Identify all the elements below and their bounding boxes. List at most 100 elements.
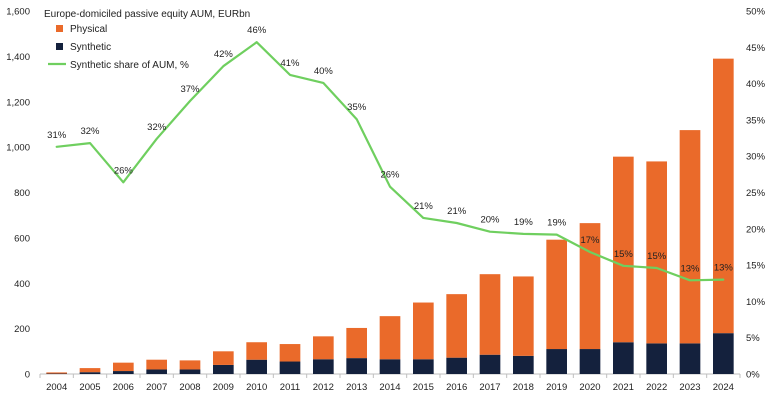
bar-synthetic [513,356,534,374]
x-axis-tick-label: 2024 [713,382,734,393]
bar-physical [180,360,201,369]
left-axis-tick-label: 600 [14,233,30,244]
legend: Physical Synthetic Synthetic share of AU… [48,24,189,71]
bar-synthetic [480,355,501,374]
x-axis-tick-label: 2005 [79,382,100,393]
x-axis-tick-label: 2011 [280,382,300,393]
bar-physical [413,303,434,360]
bar-synthetic [146,369,167,374]
synthetic-share-label: 46% [247,25,267,36]
right-axis-tick-label: 25% [746,188,766,199]
right-axis-tick-label: 35% [746,115,766,126]
x-axis-tick-label: 2012 [313,382,334,393]
bar-synthetic [646,343,667,374]
bar-physical [213,351,234,365]
right-axis-tick-label: 20% [746,224,766,235]
bar-synthetic [380,359,401,374]
legend-synthetic-label: Synthetic [70,42,111,53]
bar-synthetic [213,365,234,374]
synthetic-share-label: 26% [380,170,400,181]
left-axis-tick-label: 400 [14,279,30,290]
synthetic-share-label: 35% [347,102,367,113]
x-axis-tick-label: 2023 [679,382,700,393]
x-axis-tick-label: 2015 [413,382,434,393]
x-axis-tick-label: 2008 [179,382,200,393]
bar-physical [346,328,367,358]
bar-physical [680,130,701,343]
bar-physical [113,363,134,371]
synthetic-share-label: 20% [480,215,500,226]
legend-synthetic-swatch [56,43,63,50]
legend-line-label: Synthetic share of AUM, % [70,60,189,71]
left-axis-tick-label: 800 [14,188,30,199]
x-axis-tick-label: 2006 [113,382,134,393]
synthetic-share-label: 15% [614,249,634,260]
synthetic-share-label: 31% [47,130,67,141]
legend-physical-label: Physical [70,24,107,35]
x-axis-tick-label: 2016 [446,382,467,393]
bar-synthetic [346,358,367,374]
synthetic-share-label: 21% [447,206,467,217]
left-axis-tick-label: 1,400 [6,52,30,63]
bar-synthetic [613,342,634,374]
left-axis-tick-label: 1,200 [6,97,30,108]
synthetic-share-label: 13% [714,263,734,274]
synthetic-share-label: 21% [414,201,434,212]
bar-synthetic [680,343,701,374]
bar-synthetic [546,349,567,374]
bar-physical [80,368,101,372]
synthetic-share-label: 41% [280,58,300,69]
bars-layer [46,59,733,374]
synthetic-share-label: 13% [680,263,700,274]
bar-physical [446,294,467,358]
bar-physical [480,274,501,355]
bar-synthetic [446,358,467,374]
left-axis-tick-label: 1,600 [6,7,30,18]
synthetic-share-label: 15% [647,251,667,262]
x-axis-tick-label: 2020 [579,382,600,393]
bar-physical [546,240,567,349]
right-axis-tick-label: 30% [746,152,766,163]
chart-title: Europe-domiciled passive equity AUM, EUR… [44,9,250,20]
x-axis-tick-label: 2018 [513,382,534,393]
right-axis-tick-label: 0% [746,370,760,381]
synthetic-share-label: 32% [80,126,100,137]
synthetic-share-label: 37% [180,84,200,95]
synthetic-share-label: 42% [214,49,234,60]
bar-physical [46,372,67,373]
bar-synthetic [113,371,134,374]
x-axis-tick-label: 2021 [613,382,634,393]
bar-physical [246,342,267,359]
left-axis-tick-label: 1,000 [6,143,30,154]
x-axis-tick-label: 2009 [213,382,234,393]
right-axis-tick-label: 15% [746,261,766,272]
x-axis-tick-label: 2017 [479,382,500,393]
right-axis-tick-label: 40% [746,79,766,90]
x-axis-tick-label: 2004 [46,382,67,393]
bar-physical [313,336,334,359]
synthetic-share-label: 26% [114,165,134,176]
bar-physical [380,316,401,359]
bar-synthetic [580,349,601,374]
synthetic-share-label: 17% [580,235,600,246]
left-axis-tick-label: 0 [25,370,30,381]
x-axis-tick-label: 2022 [646,382,667,393]
x-axis-tick-label: 2019 [546,382,567,393]
bar-synthetic [313,359,334,374]
synthetic-share-label: 40% [314,66,334,77]
right-axis-tick-label: 50% [746,7,766,18]
bar-synthetic [180,369,201,374]
bar-synthetic [246,360,267,374]
x-axis-tick-label: 2007 [146,382,167,393]
synthetic-share-label: 19% [547,218,567,229]
bar-synthetic [80,372,101,374]
bar-synthetic [413,359,434,374]
left-axis-tick-label: 200 [14,324,30,335]
bar-synthetic [713,333,734,374]
x-axis-tick-label: 2010 [246,382,267,393]
x-axis-tick-label: 2013 [346,382,367,393]
bar-synthetic [280,362,301,374]
bar-physical [146,360,167,370]
right-axis-tick-label: 10% [746,297,766,308]
